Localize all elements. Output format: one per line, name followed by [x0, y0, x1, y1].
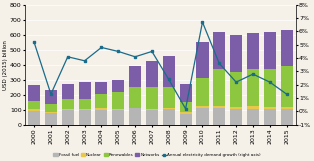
Bar: [45, 112, 57, 113]
Bar: [247, 109, 259, 125]
Bar: [213, 106, 225, 108]
Bar: [62, 99, 74, 109]
Bar: [230, 107, 242, 109]
Bar: [146, 87, 158, 109]
Bar: [146, 61, 158, 87]
Bar: [213, 108, 225, 125]
Bar: [95, 94, 107, 108]
Y-axis label: USD (2015) billion: USD (2015) billion: [3, 40, 8, 90]
Bar: [163, 56, 175, 87]
Bar: [95, 110, 107, 125]
Bar: [95, 82, 107, 94]
Bar: [28, 109, 40, 111]
Bar: [230, 109, 242, 125]
Bar: [112, 92, 124, 109]
Bar: [230, 35, 242, 71]
Bar: [247, 69, 259, 106]
Bar: [62, 109, 74, 110]
Bar: [45, 113, 57, 125]
Bar: [112, 80, 124, 92]
Legend: Fossil fuel, Nuclear, Renewables, Networks, Annual electricity demand growth (ri: Fossil fuel, Nuclear, Renewables, Networ…: [52, 152, 262, 159]
Bar: [180, 102, 192, 112]
Bar: [180, 112, 192, 114]
Bar: [28, 85, 40, 101]
Bar: [62, 84, 74, 99]
Bar: [281, 29, 293, 66]
Bar: [196, 108, 208, 125]
Bar: [264, 107, 276, 109]
Bar: [45, 90, 57, 104]
Bar: [264, 69, 276, 107]
Bar: [247, 33, 259, 69]
Bar: [129, 108, 141, 125]
Bar: [163, 109, 175, 125]
Bar: [62, 110, 74, 125]
Bar: [129, 87, 141, 108]
Bar: [146, 109, 158, 110]
Bar: [281, 107, 293, 109]
Bar: [213, 69, 225, 106]
Bar: [129, 66, 141, 87]
Bar: [28, 101, 40, 109]
Bar: [146, 110, 158, 125]
Bar: [95, 108, 107, 110]
Bar: [196, 42, 208, 78]
Bar: [78, 82, 91, 99]
Bar: [281, 109, 293, 125]
Bar: [196, 106, 208, 108]
Bar: [112, 110, 124, 125]
Bar: [78, 109, 91, 110]
Bar: [264, 109, 276, 125]
Bar: [180, 84, 192, 102]
Bar: [213, 32, 225, 69]
Bar: [163, 87, 175, 108]
Bar: [163, 108, 175, 109]
Bar: [264, 32, 276, 69]
Bar: [45, 104, 57, 112]
Bar: [112, 109, 124, 110]
Bar: [78, 110, 91, 125]
Bar: [247, 106, 259, 109]
Bar: [230, 71, 242, 107]
Bar: [28, 111, 40, 125]
Bar: [281, 66, 293, 107]
Bar: [78, 99, 91, 109]
Bar: [180, 114, 192, 125]
Bar: [196, 78, 208, 106]
